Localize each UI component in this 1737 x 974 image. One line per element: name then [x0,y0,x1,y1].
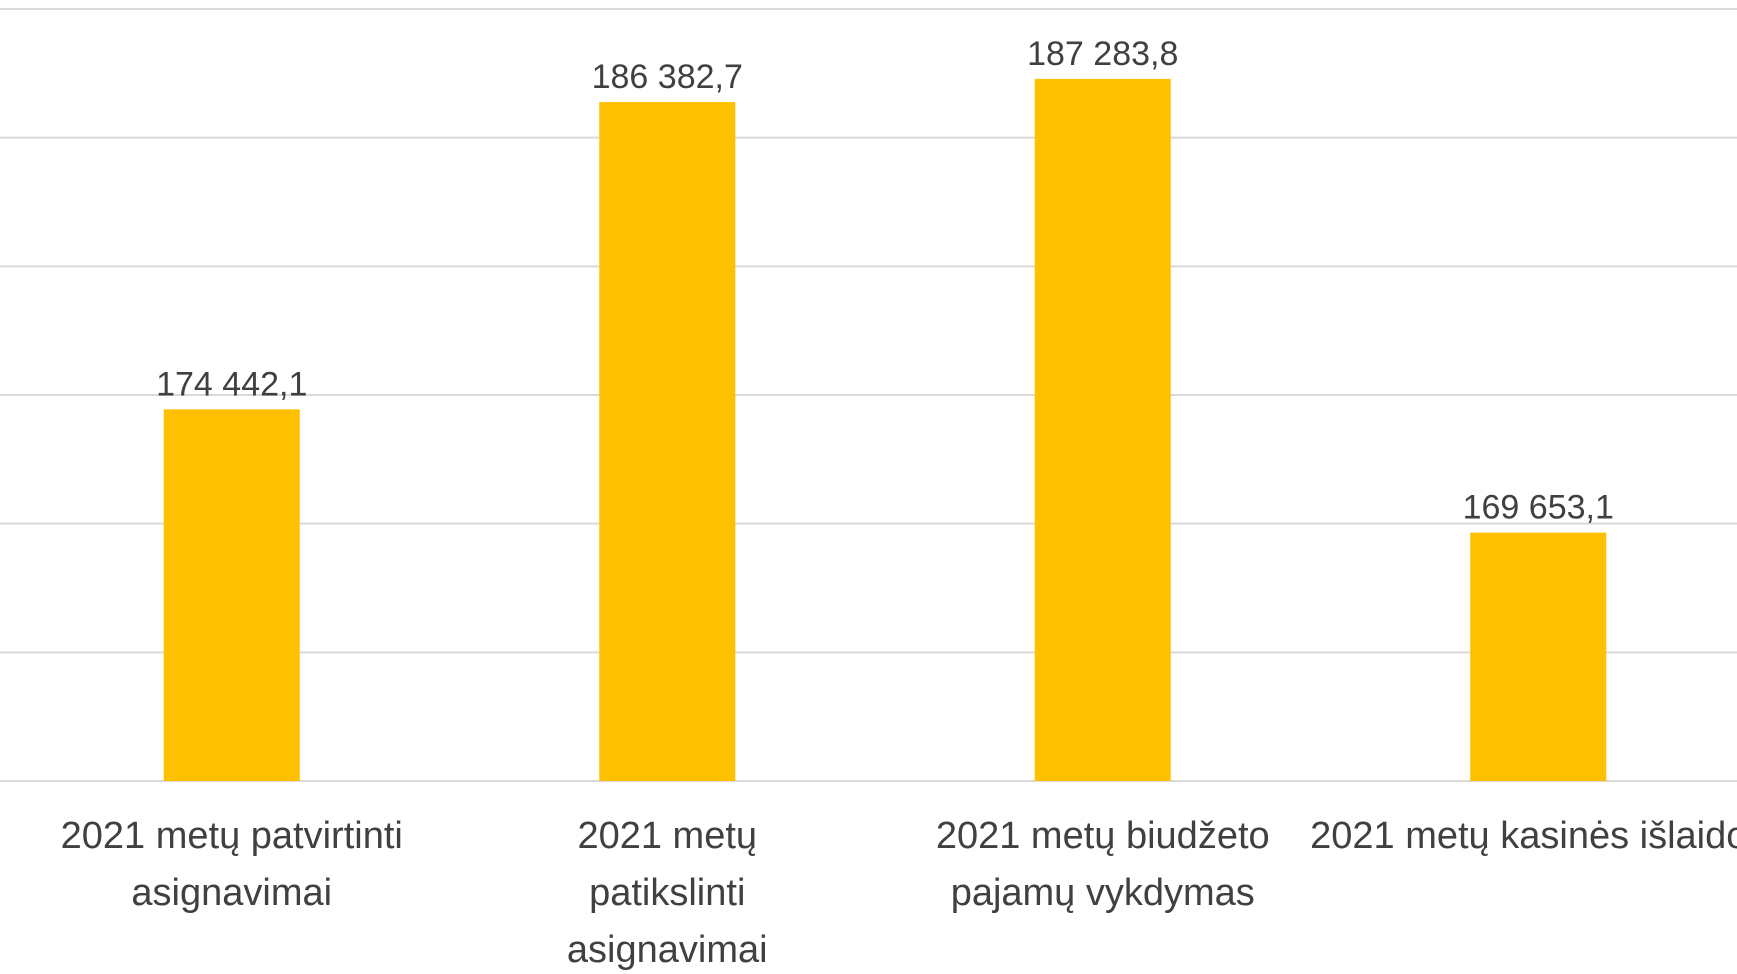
bar [163,409,300,781]
x-tick-label: 2021 metų patvirtinti asignavimai [60,815,403,914]
data-label: 186 382,7 [592,58,743,96]
bar [1034,78,1171,782]
bar [1470,532,1607,781]
x-tick-label: 2021 metų patikslinti asignavimai [566,815,768,971]
data-label: 169 653,1 [1463,489,1614,527]
data-label: 187 283,8 [1027,35,1178,73]
data-label: 174 442,1 [156,365,307,403]
x-tick-label: 2021 metų kasinės išlaidos [1310,815,1737,857]
x-tick-label: 2021 metų biudžeto pajamų vykdymas [935,815,1270,914]
bar [599,102,736,781]
